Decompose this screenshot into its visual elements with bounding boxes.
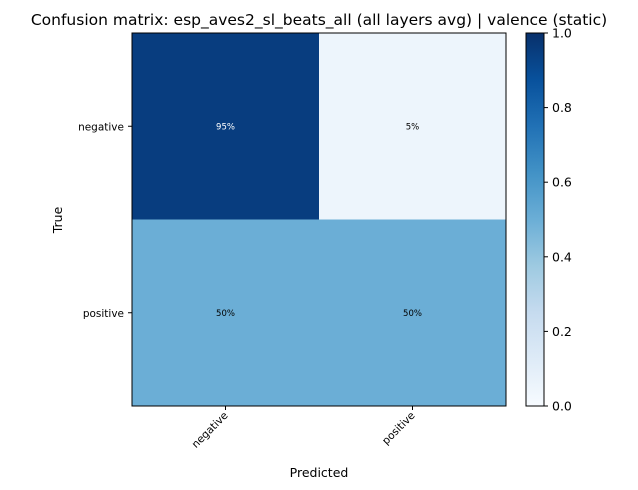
heatmap-cell-labels: 95% 5% 50% 50%: [216, 122, 422, 319]
y-tick-label: negative: [78, 121, 124, 133]
x-tick-label: negative: [190, 410, 231, 451]
y-axis-label: True: [50, 206, 65, 234]
heatmap-cell: [319, 219, 507, 407]
chart-title: Confusion matrix: esp_aves2_sl_beats_all…: [31, 11, 607, 30]
x-tick-label: positive: [380, 410, 418, 448]
heatmap-cell: [319, 33, 507, 220]
colorbar-ticks: 0.0 0.2 0.4 0.6 0.8 1.0: [544, 26, 572, 414]
cell-value-label: 50%: [403, 309, 422, 319]
heatmap-cells: [132, 33, 507, 407]
colorbar-tick-label: 0.2: [552, 324, 572, 339]
x-axis-ticks: negative positive: [190, 406, 418, 451]
colorbar-tick-label: 1.0: [552, 26, 572, 41]
colorbar-tick-label: 0.6: [552, 175, 572, 190]
colorbar-tick-label: 0.4: [552, 249, 572, 264]
cell-value-label: 5%: [406, 122, 420, 132]
plot-frame: [131, 32, 507, 407]
colorbar: [525, 32, 545, 407]
heatmap-cell: [132, 33, 320, 220]
y-tick-label: positive: [83, 308, 124, 320]
colorbar-tick-label: 0.8: [552, 100, 572, 115]
x-axis-label: Predicted: [290, 465, 349, 480]
cell-value-label: 95%: [216, 122, 235, 132]
heatmap-cell: [132, 219, 320, 407]
y-axis-ticks: negative positive: [78, 121, 132, 320]
cell-value-label: 50%: [216, 309, 235, 319]
colorbar-tick-label: 0.0: [552, 399, 572, 414]
